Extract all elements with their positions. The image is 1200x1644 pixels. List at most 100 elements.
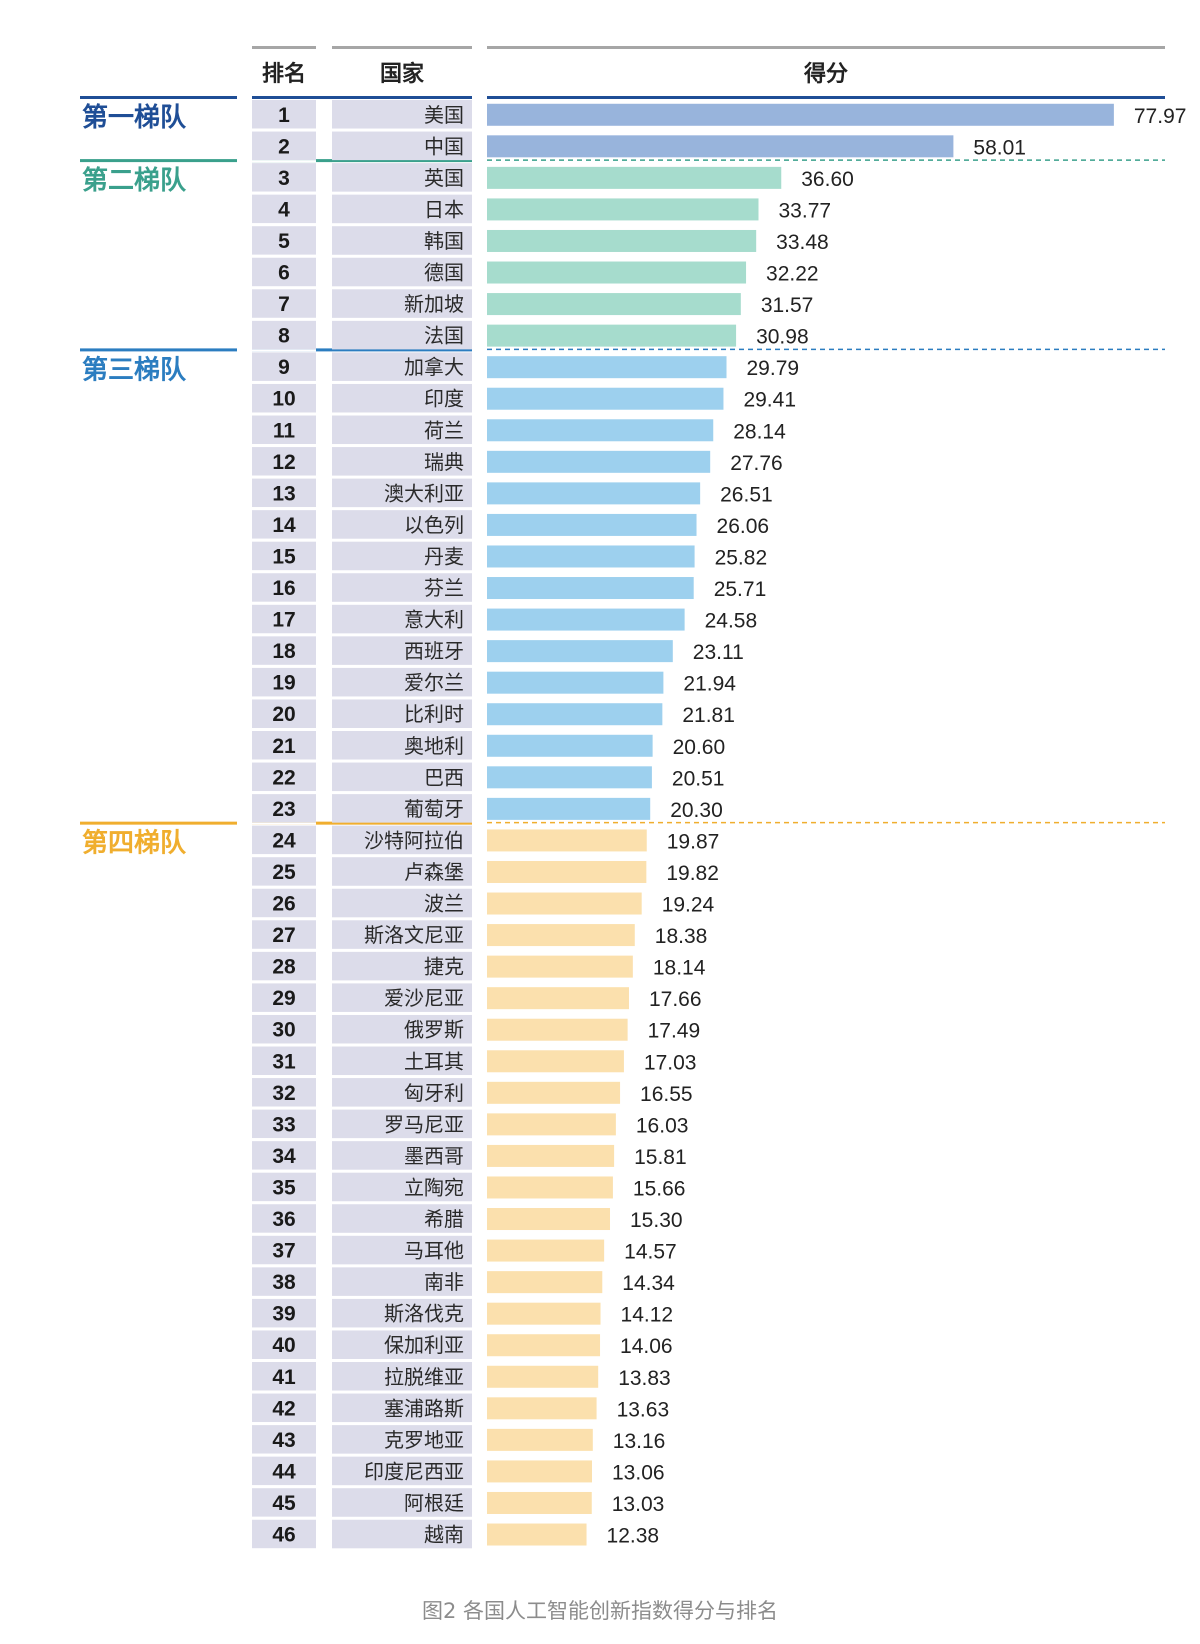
score-label: 26.06 xyxy=(717,515,770,538)
header-country: 国家 xyxy=(380,61,425,87)
country-cell xyxy=(332,1235,472,1265)
rank-label: 44 xyxy=(272,1460,296,1483)
row-divider xyxy=(252,1453,316,1456)
score-bar xyxy=(487,829,647,852)
score-label: 30.98 xyxy=(756,326,809,349)
country-cell xyxy=(332,1078,472,1107)
score-label: 29.41 xyxy=(743,389,796,412)
score-bar xyxy=(487,1176,613,1199)
row-divider xyxy=(252,1138,316,1141)
rank-label: 1 xyxy=(278,104,290,127)
score-label: 21.94 xyxy=(683,673,736,696)
score-bar xyxy=(487,1428,593,1451)
score-label: 19.87 xyxy=(667,830,720,853)
score-bar xyxy=(487,703,663,726)
country-label: 匈牙利 xyxy=(404,1081,464,1105)
rank-label: 22 xyxy=(272,766,295,789)
rank-label: 26 xyxy=(272,893,295,916)
country-label: 新加坡 xyxy=(404,292,464,316)
rank-label: 34 xyxy=(272,1145,296,1168)
rank-label: 24 xyxy=(272,829,296,852)
rank-cell xyxy=(252,383,316,413)
score-bar xyxy=(487,1302,601,1325)
table-row: 44 印度尼西亚 13.06 xyxy=(252,1456,665,1488)
rank-cell xyxy=(252,857,316,886)
country-label: 罗马尼亚 xyxy=(384,1112,464,1136)
score-bar xyxy=(487,608,685,631)
table-row: 11 荷兰 28.14 xyxy=(252,415,786,447)
table-row: 1 美国 77.97 xyxy=(252,100,1186,131)
country-cell xyxy=(332,888,472,918)
header-rule-rank xyxy=(252,46,316,49)
row-divider xyxy=(252,286,316,289)
country-label: 希腊 xyxy=(424,1207,464,1231)
country-label: 荷兰 xyxy=(424,418,464,442)
country-cell xyxy=(332,857,472,886)
country-cell xyxy=(332,510,472,539)
row-divider xyxy=(252,1043,316,1046)
score-label: 77.97 xyxy=(1134,105,1187,128)
country-cell xyxy=(332,383,472,413)
row-divider xyxy=(252,601,316,604)
country-label: 美国 xyxy=(424,103,464,127)
country-label: 葡萄牙 xyxy=(404,797,464,821)
table-row: 31 土耳其 17.03 xyxy=(252,1046,696,1078)
score-label: 18.14 xyxy=(653,957,706,980)
score-label: 23.11 xyxy=(693,641,744,664)
country-cell xyxy=(332,762,472,792)
rank-cell xyxy=(252,1204,316,1233)
rank-label: 33 xyxy=(272,1113,295,1136)
country-cell xyxy=(332,1298,472,1328)
score-label: 14.34 xyxy=(622,1272,675,1295)
row-divider xyxy=(252,1264,316,1267)
rank-label: 20 xyxy=(272,703,295,726)
table-row: 8 法国 30.98 xyxy=(252,320,809,352)
country-cell xyxy=(332,478,472,508)
table-row: 32 匈牙利 16.55 xyxy=(252,1078,693,1109)
country-cell xyxy=(332,731,472,760)
table-row: 19 爱尔兰 21.94 xyxy=(252,667,736,699)
score-label: 25.82 xyxy=(715,546,768,569)
country-label: 澳大利亚 xyxy=(384,481,464,505)
country-cell xyxy=(332,920,472,949)
country-cell xyxy=(332,541,472,571)
score-bar xyxy=(487,1018,628,1041)
header-rule-score xyxy=(487,46,1165,49)
country-cell xyxy=(332,163,472,192)
tier-label: 第三梯队 xyxy=(82,354,187,385)
score-label: 14.57 xyxy=(624,1241,677,1264)
table-row: 36 希腊 15.30 xyxy=(252,1204,683,1235)
score-bar xyxy=(487,324,737,347)
table-row: 5 韩国 33.48 xyxy=(252,226,829,257)
table-row: 20 比利时 21.81 xyxy=(252,699,735,730)
country-label: 法国 xyxy=(424,324,464,348)
country-label: 意大利 xyxy=(404,608,464,632)
rank-label: 39 xyxy=(272,1303,295,1326)
table-row: 3 英国 36.60 xyxy=(252,163,854,194)
header-score: 得分 xyxy=(803,61,848,87)
country-cell xyxy=(332,289,472,318)
score-label: 20.51 xyxy=(672,767,725,790)
row-divider xyxy=(252,664,316,667)
country-label: 日本 xyxy=(424,197,464,221)
table-row: 4 日本 33.77 xyxy=(252,194,831,226)
row-divider xyxy=(252,791,316,794)
table-row: 29 爱沙尼亚 17.66 xyxy=(252,983,702,1014)
table-row: 23 葡萄牙 20.30 xyxy=(252,794,723,825)
score-bar xyxy=(487,229,757,252)
country-label: 印度 xyxy=(424,387,464,411)
score-label: 26.51 xyxy=(720,483,773,506)
score-bar xyxy=(487,356,727,379)
row-divider xyxy=(252,1169,316,1172)
score-label: 29.79 xyxy=(747,357,800,380)
country-label: 斯洛文尼亚 xyxy=(364,923,464,947)
score-label: 20.60 xyxy=(673,736,726,759)
country-cell xyxy=(332,1393,472,1423)
row-divider xyxy=(252,885,316,888)
country-cell xyxy=(332,1456,472,1486)
country-label: 西班牙 xyxy=(404,639,464,663)
score-bar xyxy=(487,135,954,158)
row-divider xyxy=(252,1295,316,1298)
score-label: 15.66 xyxy=(633,1177,686,1200)
